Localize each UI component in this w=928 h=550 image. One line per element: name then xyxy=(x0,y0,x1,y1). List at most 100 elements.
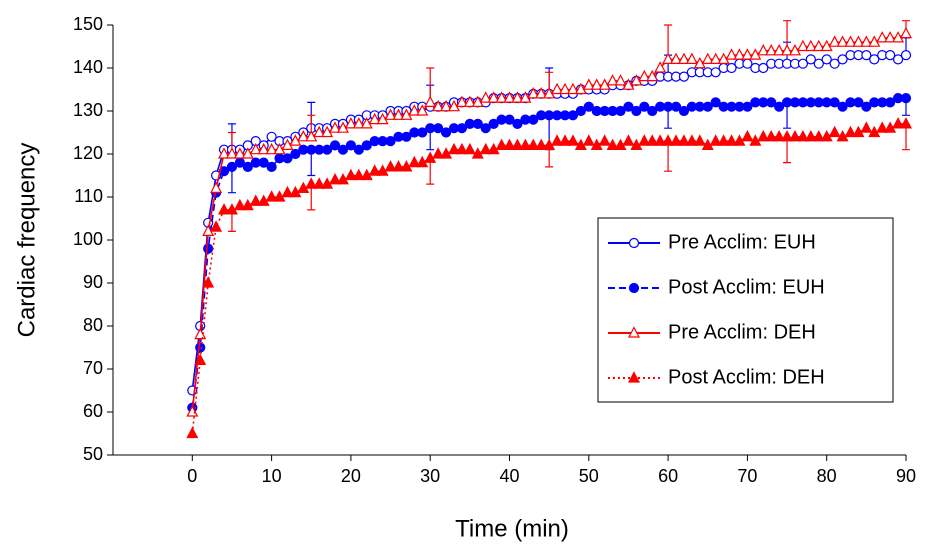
marker xyxy=(233,198,246,211)
marker xyxy=(202,276,215,288)
marker xyxy=(519,138,532,150)
marker xyxy=(725,134,738,146)
marker xyxy=(804,39,817,52)
marker xyxy=(646,69,659,82)
marker xyxy=(670,101,682,112)
marker xyxy=(678,71,690,82)
y-tick-label: 70 xyxy=(83,358,103,378)
marker xyxy=(742,101,753,112)
marker xyxy=(844,35,857,47)
marker xyxy=(480,123,491,134)
marker xyxy=(210,181,223,193)
legend-box xyxy=(597,217,894,403)
marker xyxy=(662,134,675,146)
marker xyxy=(709,52,722,64)
marker xyxy=(796,130,809,142)
marker xyxy=(329,140,341,151)
marker xyxy=(678,105,690,117)
marker xyxy=(710,67,721,78)
marker xyxy=(210,220,223,232)
marker xyxy=(662,52,675,64)
marker xyxy=(837,101,848,112)
marker xyxy=(726,62,737,74)
marker xyxy=(677,52,690,64)
marker xyxy=(741,130,754,142)
marker xyxy=(725,48,738,60)
marker xyxy=(647,105,658,117)
marker xyxy=(628,326,640,338)
x-tick-label: 0 xyxy=(187,466,197,486)
marker xyxy=(368,164,381,176)
x-axis-title: Time (min) xyxy=(455,515,569,542)
marker xyxy=(654,61,667,73)
marker xyxy=(828,35,841,47)
marker xyxy=(900,92,912,104)
marker xyxy=(765,44,778,56)
marker xyxy=(757,130,770,142)
marker xyxy=(788,130,801,142)
marker xyxy=(495,91,508,103)
marker xyxy=(804,130,817,142)
marker xyxy=(677,134,690,146)
legend-label: Pre Acclim: DEH xyxy=(668,321,816,343)
marker xyxy=(566,134,579,146)
marker xyxy=(384,108,397,120)
marker xyxy=(766,97,777,108)
marker xyxy=(297,130,310,142)
marker xyxy=(836,35,849,47)
marker xyxy=(218,203,231,215)
marker xyxy=(670,134,683,146)
marker xyxy=(598,134,611,146)
marker xyxy=(455,142,468,155)
marker xyxy=(463,142,476,155)
marker xyxy=(869,54,880,65)
marker xyxy=(622,134,635,146)
marker xyxy=(860,35,873,47)
marker xyxy=(590,78,603,90)
marker xyxy=(432,147,445,159)
x-tick-label: 30 xyxy=(420,466,440,486)
marker xyxy=(527,87,540,99)
marker xyxy=(885,49,896,61)
y-tick-label: 50 xyxy=(83,444,103,464)
marker xyxy=(828,125,841,138)
marker xyxy=(203,243,214,254)
marker xyxy=(384,160,397,172)
legend-label: Post Acclim: DEH xyxy=(668,366,825,388)
marker xyxy=(416,104,429,116)
legend: Pre Acclim: EUH Post Acclim: EUH Pre Accli… xyxy=(597,217,894,403)
y-tick-label: 100 xyxy=(73,229,103,249)
marker xyxy=(353,144,364,155)
marker xyxy=(249,194,262,206)
marker xyxy=(709,134,722,146)
marker xyxy=(631,105,642,117)
marker xyxy=(733,48,746,60)
series xyxy=(186,117,912,439)
marker xyxy=(322,144,333,155)
y-axis-title: Cardiac frequency xyxy=(13,143,40,338)
marker xyxy=(639,101,650,112)
marker xyxy=(535,138,548,150)
marker xyxy=(606,138,619,150)
marker xyxy=(313,125,326,138)
marker xyxy=(352,117,365,129)
marker xyxy=(758,62,769,74)
marker xyxy=(884,31,897,43)
marker xyxy=(844,125,857,138)
marker xyxy=(266,161,277,172)
y-tick-label: 90 xyxy=(83,272,103,292)
marker xyxy=(385,136,396,147)
marker xyxy=(566,82,579,95)
marker xyxy=(701,52,714,64)
marker xyxy=(757,44,770,56)
y-tick-label: 60 xyxy=(83,401,103,421)
marker xyxy=(685,52,698,64)
marker xyxy=(559,134,572,146)
y-tick-label: 140 xyxy=(73,57,103,77)
marker xyxy=(290,148,301,160)
marker xyxy=(582,134,595,146)
marker xyxy=(195,342,206,353)
marker xyxy=(861,101,872,112)
marker xyxy=(392,160,405,172)
marker xyxy=(885,97,896,108)
